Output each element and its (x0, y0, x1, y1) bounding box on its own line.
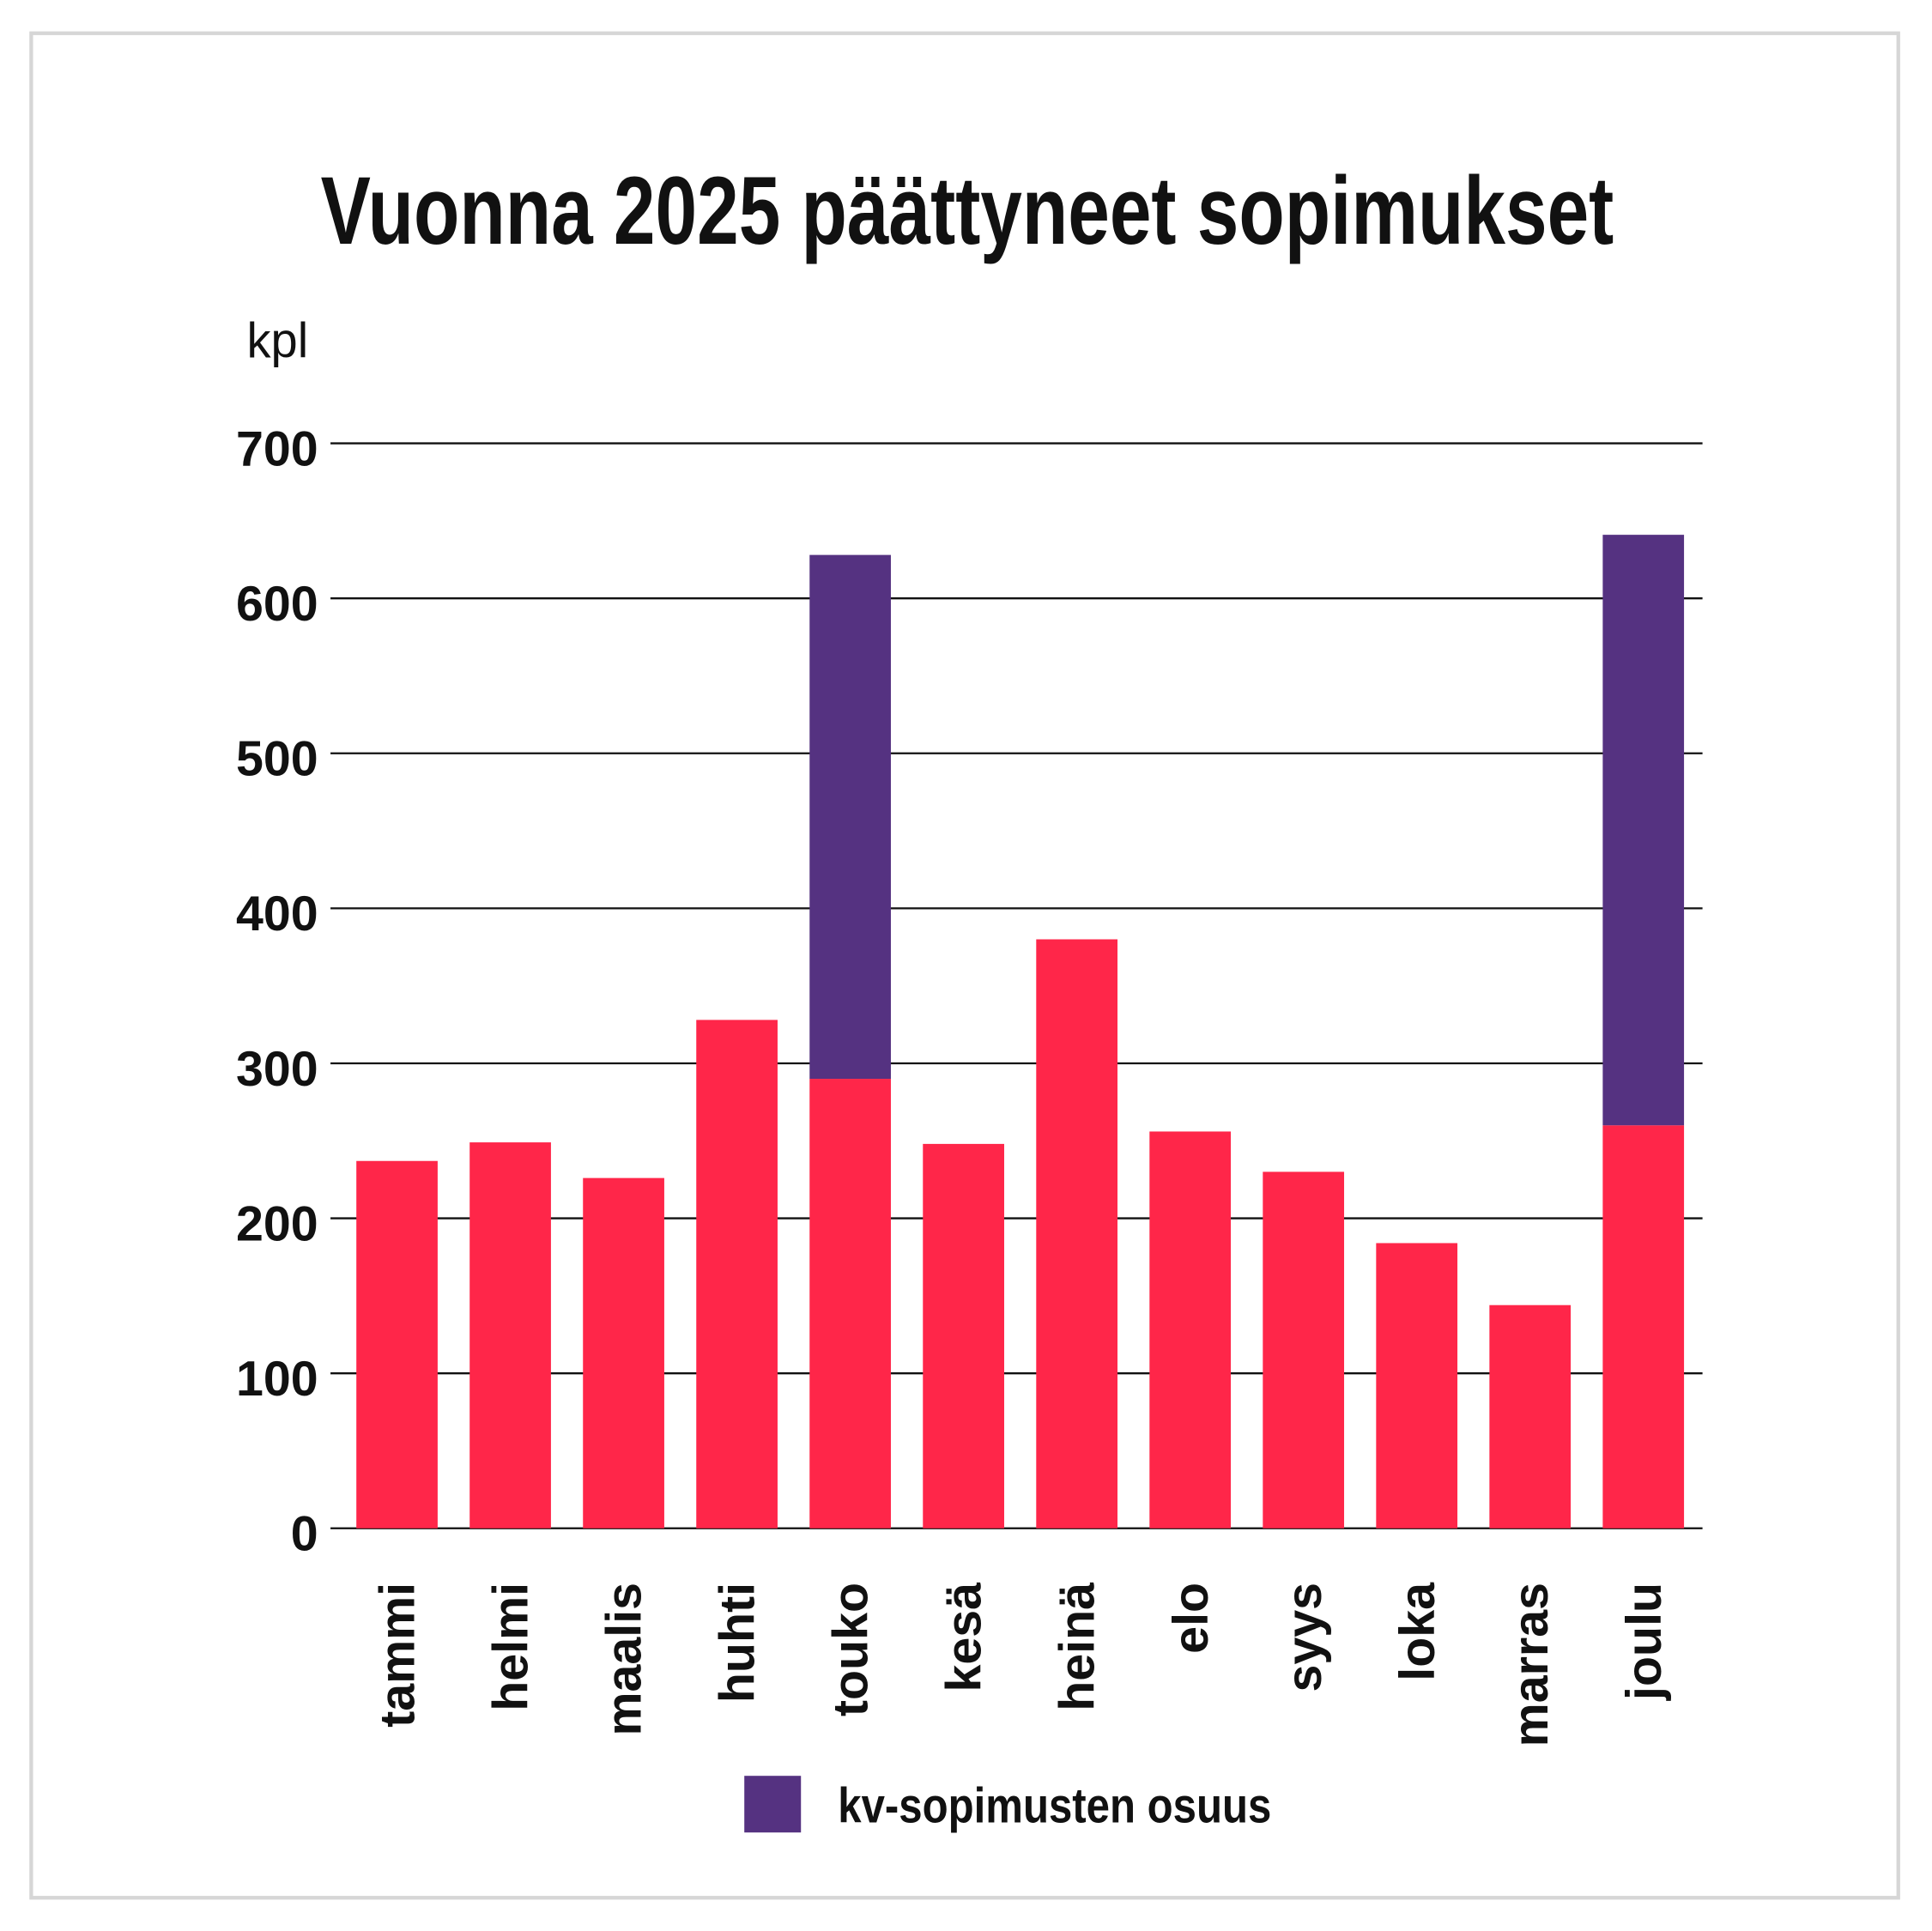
bar-heinä (1036, 939, 1117, 1528)
gridlines: 0 100 200 300 400 500 600 700 (236, 421, 1703, 1562)
bar-syys (1263, 1171, 1345, 1528)
x-tick-label: helmi (484, 1583, 539, 1711)
legend-swatch-kv (744, 1776, 802, 1833)
y-tick-label: 700 (236, 421, 318, 476)
y-axis-unit: kpl (246, 313, 308, 368)
bars (356, 535, 1685, 1528)
x-tick-label: tammi (371, 1583, 426, 1728)
bar-marras (1489, 1304, 1572, 1528)
legend-label-kv: kv-sopimusten osuus (838, 1779, 1271, 1834)
x-tick-label: huhti (711, 1583, 766, 1703)
y-tick-label: 100 (236, 1352, 318, 1407)
bar-tammi (356, 1160, 438, 1528)
chart-title: Vuonna 2025 päättyneet sopimukset (321, 157, 1614, 264)
bar-huhti (696, 1020, 778, 1528)
x-tick-label: maalis (597, 1583, 652, 1736)
x-axis-labels: tammi helmi maalis huhti touko kesä heinä elo sy… (371, 1582, 1672, 1746)
bar-joulu (1602, 1125, 1685, 1528)
bar-touko-kv (809, 554, 891, 1080)
x-tick-label: touko (824, 1583, 879, 1716)
x-tick-label: elo (1164, 1583, 1219, 1654)
bar-helmi (469, 1142, 551, 1528)
y-tick-label: 500 (236, 732, 318, 787)
x-tick-label: marras (1504, 1583, 1559, 1746)
x-tick-label: joulu (1617, 1583, 1672, 1701)
y-tick-label: 600 (236, 577, 318, 632)
y-tick-label: 400 (236, 887, 318, 941)
legend: kv-sopimusten osuus (744, 1776, 1271, 1834)
y-tick-label: 200 (236, 1196, 318, 1251)
x-tick-label: heinä (1051, 1582, 1105, 1711)
chart-frame (29, 31, 1900, 1900)
bar-touko (809, 1079, 891, 1528)
y-tick-label: 300 (236, 1042, 318, 1097)
bar-joulu-kv (1602, 535, 1685, 1126)
x-tick-label: loka (1390, 1582, 1445, 1681)
bar-elo (1149, 1131, 1232, 1528)
bar-maalis (583, 1177, 664, 1528)
bar-kesä (923, 1143, 1004, 1528)
x-tick-label: syys (1277, 1583, 1332, 1692)
bar-loka (1376, 1243, 1458, 1528)
y-tick-label: 0 (291, 1507, 318, 1562)
x-tick-label: kesä (937, 1582, 992, 1692)
